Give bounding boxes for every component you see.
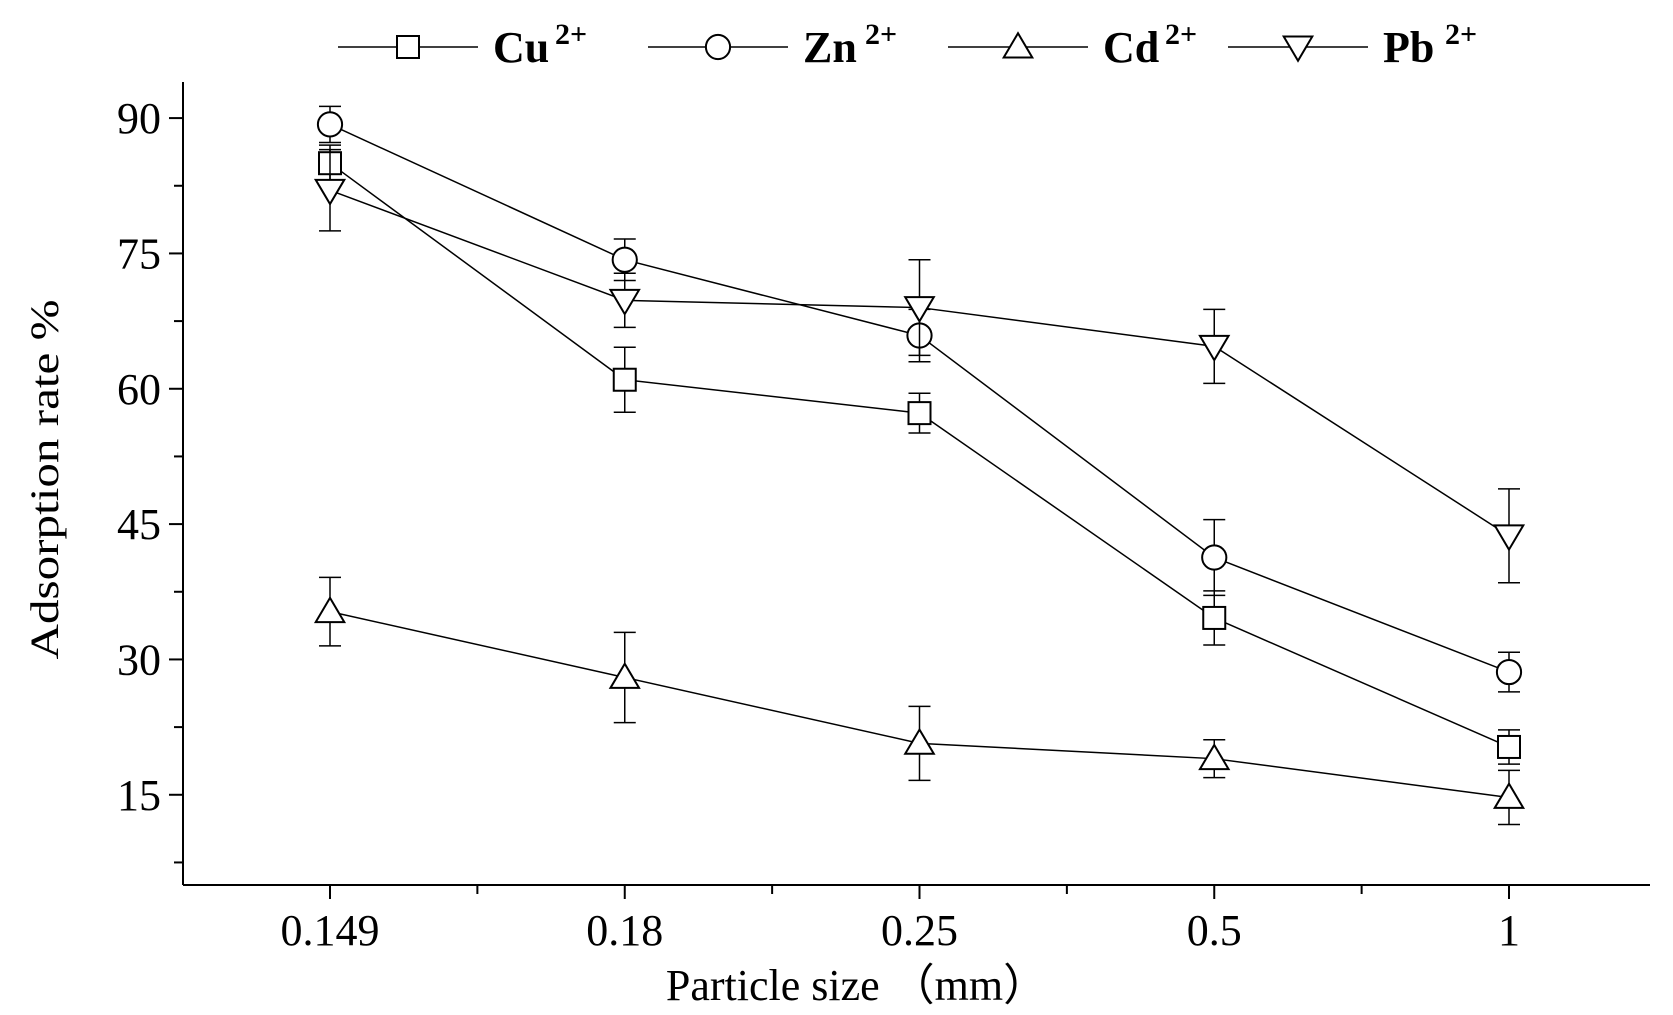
data-point bbox=[1497, 734, 1521, 759]
data-point bbox=[903, 296, 936, 324]
data-point bbox=[1198, 334, 1231, 363]
data-point bbox=[1492, 524, 1526, 552]
legend-label: Cu bbox=[493, 23, 549, 72]
axes: 15 30 45 60 75 90 0.149 0.18 0.25 0.5 1 bbox=[117, 82, 1650, 955]
legend-item-cu: Cu 2+ bbox=[338, 18, 587, 72]
data-point bbox=[1198, 742, 1231, 771]
legend-marker bbox=[704, 33, 732, 61]
x-tick-label: 0.18 bbox=[586, 906, 663, 955]
y-tick-label: 15 bbox=[117, 771, 161, 820]
legend-label: Zn bbox=[803, 23, 857, 72]
series-line bbox=[329, 189, 1510, 537]
legend-marker bbox=[396, 35, 420, 59]
data-point bbox=[313, 178, 347, 206]
x-axis-title: Particle size （mm） bbox=[666, 961, 1047, 1010]
data-point bbox=[316, 111, 344, 138]
legend-item-cd: Cd 2+ bbox=[948, 18, 1197, 72]
data-point bbox=[1202, 605, 1227, 630]
legend-superscript: 2+ bbox=[1445, 18, 1477, 51]
data-point bbox=[1492, 781, 1526, 809]
legend-marker bbox=[1001, 31, 1035, 59]
y-tick-label: 75 bbox=[117, 229, 161, 278]
legend-item-pb: Pb 2+ bbox=[1228, 18, 1477, 72]
legend-label: Cd bbox=[1103, 23, 1159, 72]
x-tick-label: 0.149 bbox=[281, 906, 380, 955]
y-tick-label: 60 bbox=[117, 365, 161, 414]
legend-superscript: 2+ bbox=[1165, 18, 1197, 51]
series-line bbox=[329, 162, 1510, 748]
y-tick-label: 45 bbox=[117, 500, 161, 549]
legend-label: Pb bbox=[1383, 23, 1434, 72]
data-point bbox=[611, 246, 638, 273]
legend: Cu 2+ Zn 2+ Cd 2+ Pb 2+ bbox=[338, 18, 1477, 72]
legend-superscript: 2+ bbox=[555, 18, 587, 51]
series-pb bbox=[313, 148, 1526, 584]
data-point bbox=[1495, 658, 1523, 686]
y-tick-label: 90 bbox=[117, 94, 161, 143]
x-tick-label: 0.5 bbox=[1187, 906, 1242, 955]
legend-item-zn: Zn 2+ bbox=[648, 18, 897, 72]
y-tick-label: 30 bbox=[117, 635, 161, 684]
data-point bbox=[612, 367, 637, 392]
data-point bbox=[1201, 544, 1228, 571]
data-point bbox=[907, 401, 932, 426]
data-point bbox=[313, 595, 347, 624]
series-layer bbox=[313, 105, 1526, 826]
series-cd bbox=[313, 576, 1526, 826]
legend-superscript: 2+ bbox=[865, 18, 897, 51]
y-axis-title: Adsorption rate % bbox=[22, 300, 67, 660]
data-point bbox=[608, 288, 641, 317]
legend-marker bbox=[1281, 35, 1315, 63]
data-point bbox=[903, 727, 936, 755]
x-tick-label: 1 bbox=[1498, 906, 1520, 955]
series-cu bbox=[318, 144, 1521, 765]
data-point bbox=[608, 661, 641, 689]
x-tick-label: 0.25 bbox=[881, 906, 958, 955]
